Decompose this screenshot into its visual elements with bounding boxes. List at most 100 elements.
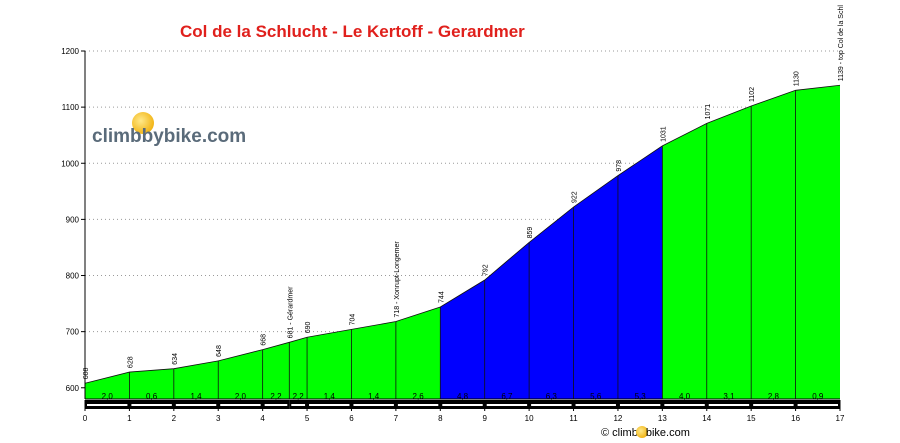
grade-label: 2,6 bbox=[413, 392, 425, 401]
elevation-label: 704 bbox=[349, 314, 356, 326]
grade-label: 2,8 bbox=[768, 392, 780, 401]
climbbybike-logo[interactable]: climbbybike.com bbox=[92, 112, 262, 166]
profile-segment bbox=[351, 321, 396, 399]
x-tick-label: 11 bbox=[569, 414, 578, 423]
x-tick-label: 2 bbox=[172, 414, 177, 423]
elevation-label: 628 bbox=[127, 356, 134, 368]
lightbulb-icon bbox=[132, 112, 154, 134]
y-tick-label: 900 bbox=[66, 215, 80, 224]
elevation-label: 744 bbox=[438, 291, 445, 303]
grade-bar-stripe bbox=[175, 404, 217, 406]
elevation-label: 668 bbox=[261, 334, 268, 346]
grade-label: 3,1 bbox=[723, 392, 735, 401]
profile-segment bbox=[173, 360, 219, 399]
grade-label: 2,0 bbox=[102, 392, 114, 401]
lightbulb-icon bbox=[635, 426, 648, 438]
x-tick-label: 4 bbox=[260, 414, 265, 423]
elevation-label: 1031 bbox=[660, 126, 667, 142]
profile-segment bbox=[751, 90, 796, 400]
elevation-label: 648 bbox=[216, 345, 223, 357]
grade-label: 1,4 bbox=[324, 392, 336, 401]
y-tick-label: 1100 bbox=[62, 103, 80, 112]
grade-bar: 2,0 0,6 1,4 2,0 2,2 2,2 1,4 1,4 2,6 4,8 6,7 6,3 5,6 5… bbox=[85, 392, 840, 409]
profile-segment bbox=[218, 349, 263, 399]
elevation-label: 1130 bbox=[794, 71, 801, 86]
elevation-labels: 608 628 634 648 668 681 - Gérardmer 690 704 718 … bbox=[83, 5, 845, 380]
elevation-label: 634 bbox=[172, 353, 179, 365]
x-tick-label: 0 bbox=[83, 414, 88, 423]
elevation-label: 922 bbox=[572, 191, 579, 203]
elevation-label: 792 bbox=[483, 264, 490, 276]
elevation-label: 718 - Xonrupt-Longemer bbox=[394, 241, 401, 318]
elevation-label: 859 bbox=[527, 227, 534, 239]
y-tick-label: 700 bbox=[66, 328, 80, 337]
profile-line bbox=[84, 84, 841, 384]
grade-label: 5,6 bbox=[590, 392, 602, 401]
profile-segment bbox=[129, 368, 174, 399]
x-tick-label: 12 bbox=[613, 414, 622, 423]
grade-label: 2,0 bbox=[235, 392, 247, 401]
grade-bar-stripe bbox=[531, 404, 572, 406]
axes bbox=[84, 51, 840, 400]
profile-segment bbox=[529, 207, 574, 399]
x-tick-label: 1 bbox=[127, 414, 132, 423]
grade-bar-stripe bbox=[131, 404, 172, 406]
profile-segment bbox=[706, 106, 752, 399]
x-tick-label: 9 bbox=[482, 414, 487, 423]
elevation-label: 608 bbox=[83, 367, 90, 379]
grade-label: 1,4 bbox=[368, 392, 380, 401]
grade-bar-stripe bbox=[575, 404, 616, 406]
y-tick-label: 1200 bbox=[61, 47, 79, 56]
elevation-label: 681 - Gérardmer bbox=[287, 286, 294, 338]
grade-bar-stripe bbox=[797, 404, 838, 406]
x-tick-label: 8 bbox=[438, 414, 443, 423]
grade-label: 1,4 bbox=[190, 392, 202, 401]
copyright-symbol: © bbox=[601, 427, 610, 439]
elevation-label: 978 bbox=[616, 160, 623, 172]
x-tick-label: 10 bbox=[525, 414, 534, 423]
profile-segment bbox=[395, 306, 441, 399]
logo-text: climbbybike.com bbox=[92, 126, 247, 147]
x-tick-label: 14 bbox=[702, 414, 711, 423]
grade-bar-stripe bbox=[291, 404, 306, 406]
profile-fills bbox=[84, 84, 841, 400]
grade-bar-stripe bbox=[309, 404, 350, 406]
grade-bar-stripe bbox=[442, 404, 483, 406]
grade-label: 6,3 bbox=[546, 392, 558, 401]
grade-label: 6,7 bbox=[501, 392, 513, 401]
profile-segment bbox=[262, 342, 290, 399]
x-tick-label: 7 bbox=[394, 414, 399, 423]
y-tick-label: 1000 bbox=[61, 159, 79, 168]
elevation-label: 1071 bbox=[705, 104, 712, 120]
grade-bar-stripe bbox=[87, 404, 128, 406]
chart-title: Col de la Schlucht - Le Kertoff - Gerard… bbox=[180, 22, 525, 41]
x-tick-label: 17 bbox=[836, 414, 845, 423]
footer-text-start: climb bbox=[612, 427, 638, 439]
grade-label: 2,2 bbox=[293, 392, 305, 401]
x-tick-label: 16 bbox=[791, 414, 800, 423]
grade-label: 4,0 bbox=[679, 392, 691, 401]
profile-segment bbox=[617, 145, 663, 399]
grade-bar-stripe bbox=[353, 404, 394, 406]
x-tick-label: 3 bbox=[216, 414, 221, 423]
profile-segment bbox=[440, 280, 485, 399]
grade-bar-stripe bbox=[397, 404, 439, 406]
x-tick-label: 5 bbox=[305, 414, 310, 423]
grade-bar-stripe bbox=[264, 404, 288, 406]
grade-bar-stripe bbox=[619, 404, 661, 406]
grade-label: 2,2 bbox=[270, 392, 282, 401]
grade-bar-stripe bbox=[664, 404, 705, 406]
grade-bar-stripe bbox=[708, 404, 750, 406]
grade-label: 4,8 bbox=[457, 392, 469, 401]
grade-bar-stripe bbox=[753, 404, 794, 406]
grade-label: 5,3 bbox=[635, 392, 647, 401]
footer-credit[interactable]: © climb bike.com bbox=[601, 426, 690, 439]
y-tick-label: 600 bbox=[66, 384, 80, 393]
grade-label: 0,6 bbox=[146, 392, 158, 401]
profile-segment bbox=[484, 242, 530, 399]
x-tick-label: 13 bbox=[658, 414, 667, 423]
y-tick-label: 800 bbox=[66, 272, 80, 281]
footer-text-end: bike.com bbox=[645, 427, 690, 439]
grade-bar-stripe bbox=[220, 404, 261, 406]
